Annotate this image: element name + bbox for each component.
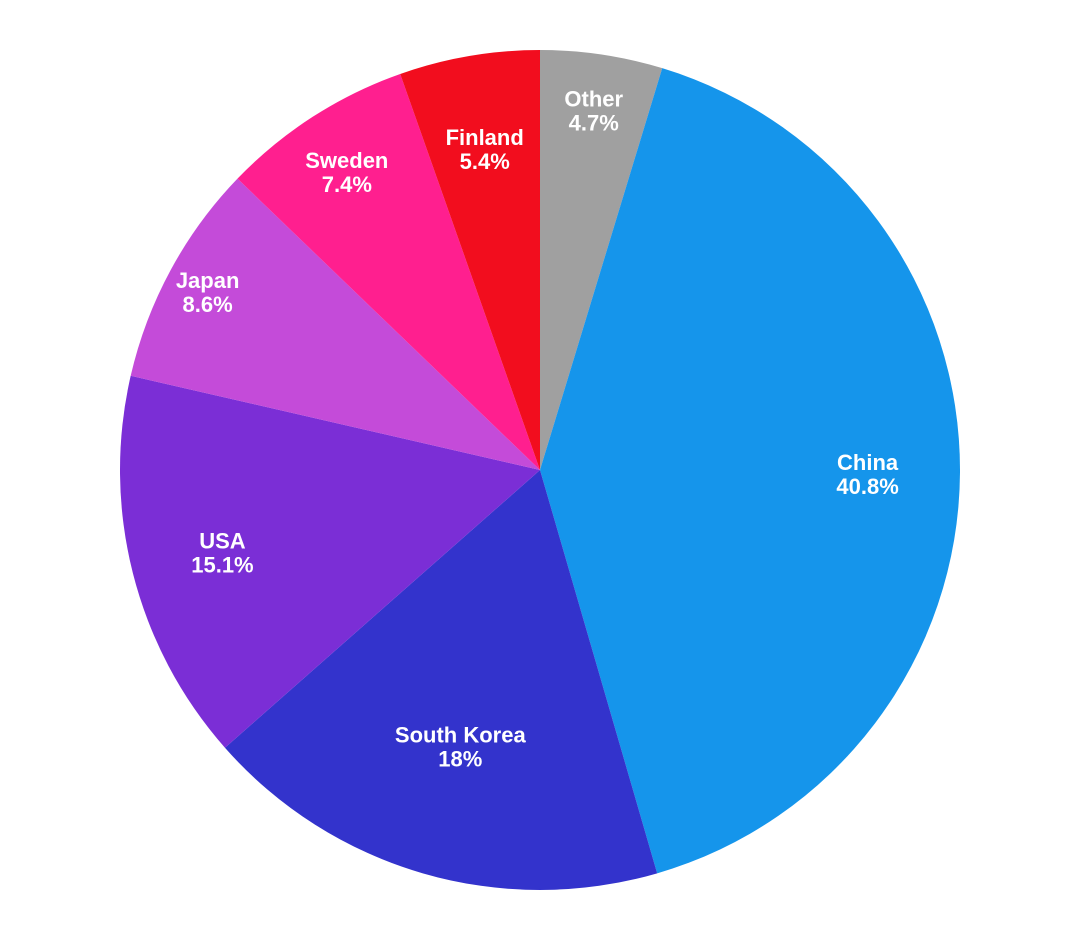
slice-percent: 4.7% [569, 111, 619, 136]
slice-name: South Korea [395, 722, 527, 747]
slice-name: USA [199, 528, 246, 553]
slice-name: Japan [176, 268, 240, 293]
slice-percent: 5.4% [460, 149, 510, 174]
pie-chart-container: Other4.7% China40.8% South Korea18% USA15.1… [0, 0, 1080, 929]
pie-chart: Other4.7% China40.8% South Korea18% USA15.1… [0, 0, 1080, 929]
pie-slice-label: Other4.7% [564, 87, 623, 136]
slice-percent: 18% [438, 746, 482, 771]
pie-slice-label: China40.8% [836, 450, 899, 499]
pie-slice-label: USA15.1% [191, 528, 253, 577]
slice-name: Sweden [305, 148, 388, 173]
slice-name: Other [564, 87, 623, 112]
slice-name: Finland [446, 125, 524, 150]
slice-percent: 7.4% [322, 172, 372, 197]
slice-percent: 8.6% [183, 292, 233, 317]
slice-percent: 40.8% [836, 474, 898, 499]
slice-percent: 15.1% [191, 552, 253, 577]
pie-slice-label: Japan8.6% [176, 268, 240, 317]
slice-name: China [837, 450, 899, 475]
